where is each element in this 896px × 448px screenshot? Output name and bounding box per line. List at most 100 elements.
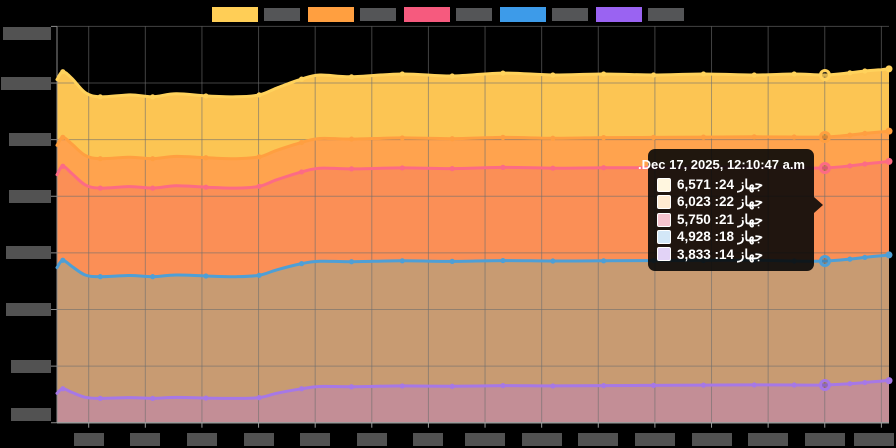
data-point[interactable]: [203, 395, 209, 401]
data-point[interactable]: [550, 258, 556, 264]
data-point[interactable]: [751, 72, 757, 78]
data-point[interactable]: [299, 139, 305, 146]
legend-item[interactable]: [500, 7, 588, 22]
data-point[interactable]: [203, 93, 209, 99]
data-point[interactable]: [449, 166, 455, 172]
data-point[interactable]: [650, 72, 657, 78]
data-point[interactable]: [203, 273, 209, 279]
data-point[interactable]: [97, 395, 103, 401]
data-point[interactable]: [500, 70, 506, 76]
legend-item[interactable]: [212, 7, 300, 22]
data-point[interactable]: [348, 259, 355, 265]
data-point[interactable]: [885, 65, 893, 73]
data-point[interactable]: [256, 272, 262, 278]
data-point[interactable]: [97, 274, 103, 280]
data-point[interactable]: [449, 136, 455, 142]
data-point[interactable]: [203, 155, 209, 161]
data-point[interactable]: [256, 154, 262, 160]
data-point[interactable]: [601, 71, 607, 77]
data-point[interactable]: [299, 386, 305, 392]
data-point[interactable]: [60, 134, 66, 140]
data-point[interactable]: [885, 157, 893, 165]
data-point[interactable]: [348, 74, 355, 80]
data-point[interactable]: [847, 381, 853, 387]
data-point[interactable]: [862, 254, 868, 261]
y-tick-label-redacted: [3, 26, 51, 40]
data-point[interactable]: [751, 382, 757, 388]
data-point[interactable]: [500, 164, 506, 170]
data-point[interactable]: [550, 383, 556, 389]
data-point[interactable]: [256, 92, 262, 98]
data-point[interactable]: [791, 71, 797, 77]
data-point[interactable]: [650, 382, 657, 388]
data-point[interactable]: [847, 132, 853, 138]
legend-item[interactable]: [404, 7, 492, 22]
data-point[interactable]: [862, 68, 868, 74]
data-point[interactable]: [550, 165, 556, 171]
data-point[interactable]: [847, 256, 853, 262]
data-point[interactable]: [299, 169, 305, 175]
x-tick-label-redacted: [691, 433, 732, 446]
data-point[interactable]: [862, 130, 868, 137]
data-point[interactable]: [885, 251, 893, 259]
data-point[interactable]: [700, 71, 707, 77]
data-point[interactable]: [97, 185, 103, 191]
data-point[interactable]: [150, 185, 156, 191]
data-point[interactable]: [150, 395, 156, 401]
hovered-data-point[interactable]: [818, 131, 831, 144]
data-point[interactable]: [449, 258, 455, 264]
data-point[interactable]: [60, 163, 66, 169]
hovered-data-point[interactable]: [818, 68, 831, 81]
data-point[interactable]: [97, 94, 103, 100]
data-point[interactable]: [256, 395, 262, 401]
data-point[interactable]: [751, 134, 757, 140]
data-point[interactable]: [601, 382, 607, 389]
data-point[interactable]: [791, 382, 797, 388]
data-point[interactable]: [700, 382, 707, 388]
data-point[interactable]: [97, 156, 103, 162]
data-point[interactable]: [299, 76, 305, 82]
data-point[interactable]: [399, 71, 405, 77]
data-point[interactable]: [399, 383, 405, 389]
data-point[interactable]: [601, 165, 607, 171]
data-point[interactable]: [500, 257, 506, 264]
hovered-data-point[interactable]: [818, 161, 831, 174]
data-point[interactable]: [203, 184, 209, 190]
data-point[interactable]: [601, 135, 607, 141]
data-point[interactable]: [399, 165, 405, 171]
data-point[interactable]: [550, 72, 556, 78]
data-point[interactable]: [550, 135, 556, 141]
data-point[interactable]: [791, 134, 797, 140]
data-point[interactable]: [60, 257, 66, 263]
data-point[interactable]: [150, 274, 156, 280]
data-point[interactable]: [449, 73, 455, 79]
data-point[interactable]: [449, 383, 455, 389]
data-point[interactable]: [601, 258, 607, 264]
legend-item[interactable]: [596, 7, 684, 22]
data-point[interactable]: [862, 161, 868, 167]
data-point[interactable]: [348, 166, 355, 172]
data-point[interactable]: [60, 386, 66, 392]
data-point[interactable]: [150, 156, 156, 162]
data-point[interactable]: [150, 94, 156, 100]
data-point[interactable]: [885, 377, 893, 385]
data-point[interactable]: [885, 127, 893, 135]
data-point[interactable]: [500, 382, 506, 389]
data-point[interactable]: [650, 134, 657, 140]
data-point[interactable]: [500, 134, 506, 140]
legend-item[interactable]: [308, 7, 396, 22]
data-point[interactable]: [399, 135, 405, 141]
hovered-data-point[interactable]: [818, 379, 831, 392]
data-point[interactable]: [299, 261, 305, 267]
data-point[interactable]: [847, 70, 853, 76]
data-point[interactable]: [256, 183, 262, 189]
data-point[interactable]: [847, 163, 853, 169]
data-point[interactable]: [60, 69, 66, 75]
legend-swatch: [404, 7, 450, 22]
data-point[interactable]: [348, 384, 355, 390]
data-point[interactable]: [348, 136, 355, 142]
data-point[interactable]: [700, 134, 707, 140]
data-point[interactable]: [399, 258, 405, 264]
hovered-data-point[interactable]: [818, 255, 831, 268]
data-point[interactable]: [862, 379, 868, 386]
